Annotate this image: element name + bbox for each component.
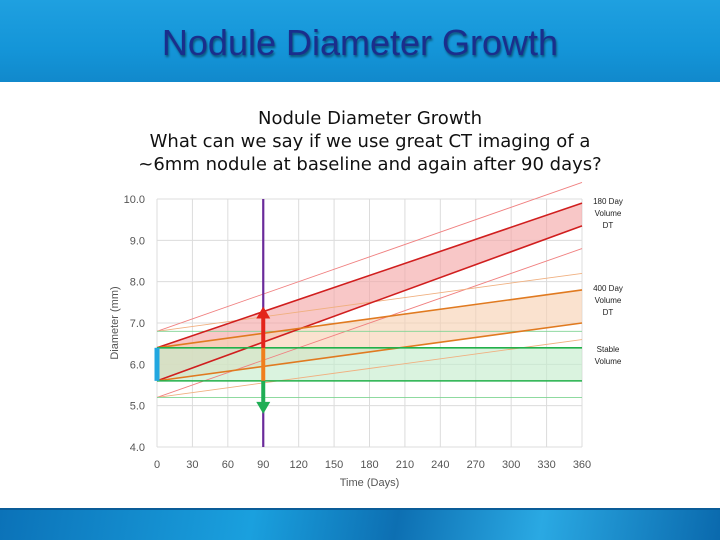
- x-tick-label-0: 0: [154, 459, 160, 471]
- x-axis-title: Time (Days): [340, 477, 399, 489]
- chart-subtitle-line-2: ~6mm nodule at baseline and again after …: [138, 154, 602, 175]
- y-tick-label-6: 10.0: [124, 194, 145, 206]
- band-2-label-line-1: Volume: [595, 357, 622, 366]
- slide-footer: [0, 510, 720, 540]
- x-tick-label-1: 30: [186, 459, 198, 471]
- band-1-label-line-1: Volume: [595, 296, 622, 305]
- band-0-upper-line: [156, 202, 583, 349]
- band-2-label-line-0: Stable: [597, 345, 620, 354]
- x-tick-label-4: 120: [289, 459, 307, 471]
- y-tick-label-5: 9.0: [130, 235, 145, 247]
- y-tick-label-4: 8.0: [130, 277, 145, 289]
- slide-header: [0, 0, 720, 82]
- x-tick-label-9: 270: [467, 459, 485, 471]
- band-0-label-line-1: Volume: [595, 209, 622, 218]
- chart-subtitle-line-1: What can we say if we use great CT imagi…: [149, 131, 591, 152]
- x-tick-label-10: 300: [502, 459, 520, 471]
- y-tick-label-2: 6.0: [130, 359, 145, 371]
- arrow-up-head: [256, 306, 271, 319]
- y-tick-label-1: 5.0: [130, 401, 145, 413]
- reference-line-1: [156, 248, 583, 398]
- band-0-label-line-0: 180 Day: [593, 197, 623, 206]
- y-tick-label-0: 4.0: [130, 442, 145, 454]
- band-1-label-line-0: 400 Day: [593, 284, 623, 293]
- reference-line-2: [156, 272, 583, 332]
- x-tick-label-5: 150: [325, 459, 343, 471]
- band-2: [157, 347, 582, 381]
- x-tick-label-6: 180: [360, 459, 378, 471]
- x-tick-label-7: 210: [396, 459, 414, 471]
- band-0-label-line-2: DT: [603, 221, 614, 230]
- x-tick-label-3: 90: [257, 459, 269, 471]
- x-tick-label-8: 240: [431, 459, 449, 471]
- arrow-down-head: [256, 401, 271, 414]
- band-0-lower-line: [156, 225, 583, 382]
- reference-line-3: [156, 339, 583, 398]
- slide-title: Nodule Diameter Growth: [161, 22, 559, 63]
- y-axis-title: Diameter (mm): [109, 286, 121, 359]
- footer-stripe: [0, 508, 720, 511]
- x-tick-label-12: 360: [573, 459, 591, 471]
- y-tick-label-3: 7.0: [130, 318, 145, 330]
- band-1-label-line-2: DT: [603, 308, 614, 317]
- x-tick-label-11: 330: [537, 459, 555, 471]
- band-1-upper-line: [156, 289, 583, 349]
- x-tick-label-2: 60: [222, 459, 234, 471]
- band-1-lower-line: [156, 322, 583, 382]
- reference-line-0: [156, 182, 583, 332]
- chart-subtitle: What can we say if we use great CT imagi…: [60, 130, 680, 176]
- chart-title: Nodule Diameter Growth: [257, 108, 482, 129]
